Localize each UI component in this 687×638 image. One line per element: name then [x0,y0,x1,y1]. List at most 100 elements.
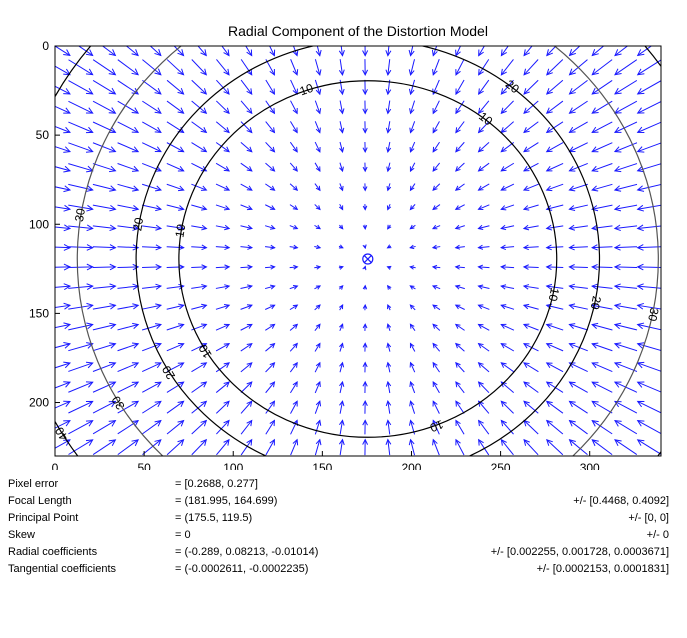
vector-arrow-head [591,87,599,95]
vector-arrow-head [269,224,276,230]
vector-arrow [614,304,638,310]
vector-arrow [117,59,139,76]
vector-arrow [314,381,321,394]
vector-arrow [117,183,139,191]
vector-arrow [216,439,230,456]
vector-arrow-head [200,323,208,329]
vector-arrow [166,246,184,249]
vector-arrow [117,80,139,95]
vector-arrow-head [431,264,438,270]
vector-arrow [410,121,416,133]
vector-arrow-head [455,146,461,153]
vector-arrow-head [409,265,415,270]
vector-arrow-head [316,244,322,250]
vector-arrow [166,59,184,76]
vector-arrow-head [362,186,368,192]
vector-arrow-head [108,49,117,57]
vector-arrow [197,46,207,56]
vector-arrow-head [131,362,140,369]
vector-arrow [478,285,490,289]
vector-arrow [339,183,344,191]
vector-arrow-head [200,127,208,134]
vector-arrow [125,46,139,56]
vector-arrow [387,46,390,56]
vector-arrow [55,246,71,249]
vector-arrow [215,162,230,172]
vector-arrow [166,400,184,414]
vector-arrow [265,400,275,414]
vector-arrow [340,46,343,56]
vector-arrow-head [409,108,415,115]
vector-arrow-head [63,342,72,349]
vector-arrow-head [568,205,576,212]
distortion-plot: Radial Component of the Distortion Model… [29,23,662,470]
vector-arrow-head [362,205,368,211]
vector-arrow [614,285,638,289]
vector-arrow [432,162,441,172]
vector-arrow [523,420,539,435]
vector-arrow-head [613,381,622,388]
vector-arrow [546,79,564,95]
vector-arrow [387,362,391,373]
vector-arrow-head [223,205,231,211]
vector-arrow-head [201,284,208,290]
vector-arrow-head [339,342,344,349]
vector-arrow [215,142,230,153]
vector-arrow-head [614,420,622,427]
vector-arrow-head [269,361,276,368]
vector-arrow-head [315,49,322,57]
vector-arrow-head [315,166,321,173]
vector-arrow [339,439,343,456]
vector-arrow [501,225,515,229]
vector-arrow-head [201,264,208,270]
vector-arrow [92,121,116,133]
vector-arrow-head [154,68,162,76]
vector-arrow [592,285,613,289]
vector-arrow [546,183,564,191]
vector-arrow-head [315,285,322,290]
vector-arrow [478,304,490,310]
vector-arrow-head [409,244,415,250]
vector-arrow-head [455,381,461,388]
vector-arrow-head [591,362,599,369]
vector-arrow-head [315,127,321,134]
vector-arrow [455,141,465,153]
vector-arrow [240,225,253,230]
x-tick-label: 100 [223,461,243,470]
vector-arrow [546,324,564,331]
vector-arrow [387,141,391,152]
vector-arrow [215,100,230,114]
vector-arrow-head [523,438,530,446]
vector-arrow-head [591,185,599,192]
contour-label-10: 10 [196,342,215,361]
vector-arrow-head [63,146,72,153]
vector-arrow-head [614,49,622,57]
vector-arrow-head [292,342,298,349]
vector-arrow [387,162,391,172]
vector-arrow-head [339,323,344,329]
vector-arrow [523,323,539,331]
vector-arrow [68,183,93,191]
vector-arrow [614,121,638,133]
vector-arrow [591,59,613,76]
vector-arrow-head [408,438,415,446]
vector-arrow [637,400,661,414]
vector-arrow-head [177,419,185,427]
vector-arrow [117,204,139,210]
vector-arrow-head [63,107,71,114]
vector-arrow [265,246,275,249]
vector-arrow [55,285,71,288]
vector-arrow [166,79,184,95]
vector-arrow-head [523,362,530,368]
vector-arrow [546,225,564,229]
vector-arrow [240,79,253,95]
vector-arrow [569,79,588,95]
vector-arrow-head [339,380,345,387]
vector-arrow [240,266,252,269]
vector-arrow-head [477,166,484,172]
vector-arrow [245,46,253,56]
vector-arrow [166,100,184,114]
vector-arrow-head [85,439,94,446]
vector-arrow-head [315,342,321,349]
contour-label-20: 20 [159,363,178,382]
